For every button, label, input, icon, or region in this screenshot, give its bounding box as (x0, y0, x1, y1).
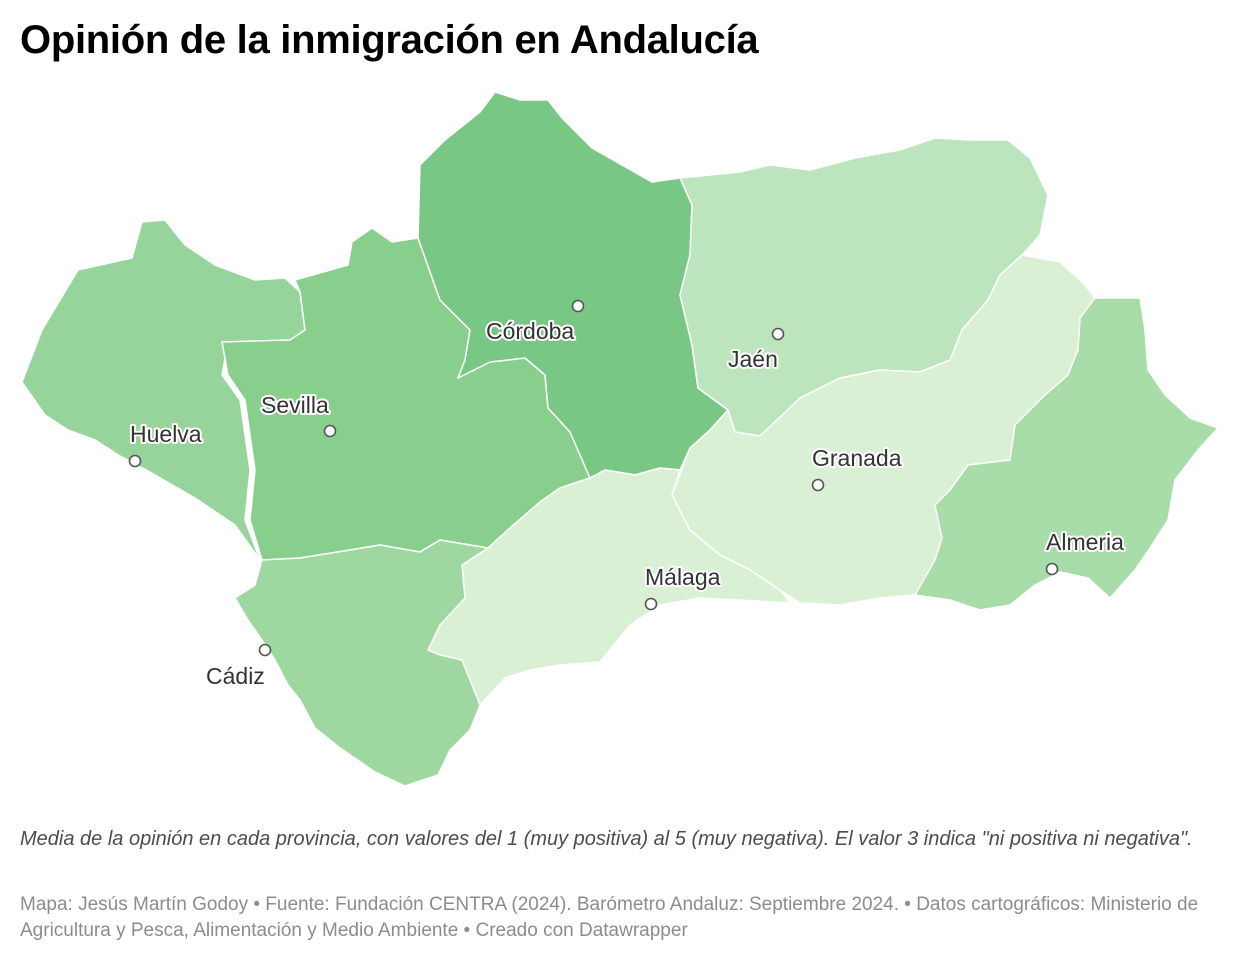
city-label-sevilla: Sevilla (261, 392, 329, 418)
city-label-almeria: Almeria (1046, 529, 1124, 555)
city-marker-almeria[interactable] (1045, 562, 1059, 576)
city-label-granada: Granada (812, 445, 902, 471)
city-label-huelva: Huelva (130, 421, 202, 447)
province-cadiz[interactable] (234, 539, 489, 787)
city-label-cordoba: Córdoba (486, 318, 574, 344)
city-label-cadiz: Cádiz (206, 663, 265, 689)
map-title: Opinión de la inmigración en Andalucía (20, 18, 759, 62)
city-marker-jaen[interactable] (771, 327, 785, 341)
map-description: Media de la opinión en cada provincia, c… (20, 828, 1193, 850)
city-label-malaga: Málaga (645, 564, 721, 590)
city-marker-malaga[interactable] (644, 597, 658, 611)
province-almeria[interactable] (914, 297, 1219, 611)
city-marker-cadiz[interactable] (258, 643, 272, 657)
city-marker-cordoba[interactable] (571, 299, 585, 313)
city-marker-granada[interactable] (811, 478, 825, 492)
city-marker-huelva[interactable] (128, 454, 142, 468)
map-source-footer: Mapa: Jesús Martín Godoy • Fuente: Funda… (20, 894, 1199, 941)
city-label-jaen: Jaén (728, 346, 778, 372)
city-marker-sevilla[interactable] (323, 424, 337, 438)
andalucia-map: Huelva Sevilla Córdoba Jaén Granada Alme… (21, 91, 1219, 787)
